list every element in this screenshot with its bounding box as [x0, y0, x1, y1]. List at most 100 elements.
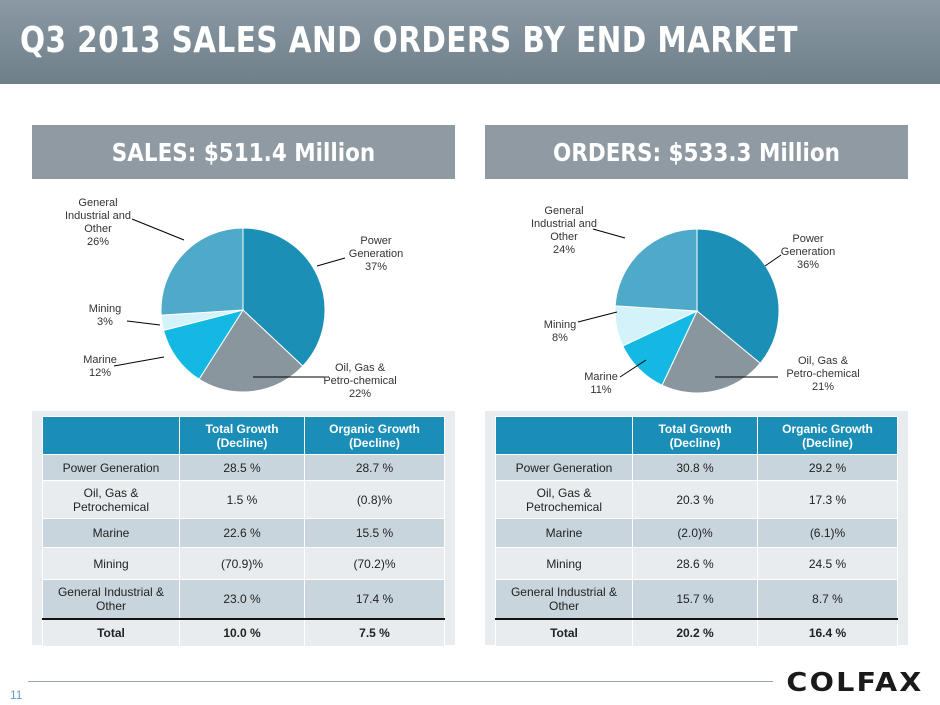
total-growth-cell: (2.0)% — [632, 518, 758, 548]
organic-growth-cell: 16.4 % — [756, 617, 899, 647]
segment-cell: Marine — [495, 518, 633, 548]
total-growth-cell: 28.5 % — [179, 454, 305, 481]
sales-label-marine-line1: Marine — [83, 354, 117, 366]
orders-label-oil-pct: 21% — [812, 381, 834, 393]
orders-leader-mining — [577, 311, 618, 323]
orders-slice-general — [614, 228, 698, 312]
title-bar: Q3 2013 SALES AND ORDERS BY END MARKET — [0, 0, 940, 84]
sales-header-organic: Organic Growth (Decline) — [303, 416, 446, 455]
orders-growth-table: Total Growth (Decline) Organic Growth (D… — [495, 416, 899, 647]
organic-growth-cell: (70.2)% — [303, 547, 446, 580]
page-number: 11 — [10, 688, 23, 702]
sales-slices — [160, 227, 326, 393]
table-row: Mining 28.6 % 24.5 % — [495, 547, 899, 580]
sales-label-marine-pct: 12% — [89, 367, 111, 379]
orders-slice-power — [696, 228, 780, 364]
orders-table-header: Total Growth (Decline) Organic Growth (D… — [495, 416, 899, 455]
total-growth-cell: (70.9)% — [179, 547, 305, 580]
orders-panel-header: ORDERS: $533.3 Million — [485, 125, 908, 179]
orders-title: ORDERS: $533.3 Million — [553, 138, 840, 167]
total-growth-cell: 15.7 % — [632, 579, 758, 619]
colfax-logo: COLFAX — [786, 668, 923, 696]
table-row: Marine 22.6 % 15.5 % — [42, 518, 446, 548]
table-row: Power Generation 30.8 % 29.2 % — [495, 454, 899, 481]
table-row: Marine (2.0)% (6.1)% — [495, 518, 899, 548]
orders-header-blank — [495, 416, 633, 455]
orders-label-power-line1: Power — [792, 233, 824, 245]
sales-pie-chart: Power Generation 37% Oil, Gas & Petro-ch… — [65, 197, 403, 400]
orders-label-oil-line2: Petro-chemical — [786, 368, 859, 380]
orders-label-general-line1: General — [544, 205, 583, 217]
sales-title: SALES: $511.4 Million — [111, 138, 376, 167]
total-growth-cell: 30.8 % — [632, 454, 758, 481]
total-growth-cell: 22.6 % — [179, 518, 305, 548]
organic-growth-cell: 7.5 % — [303, 617, 446, 647]
total-row: Total 20.2 % 16.4 % — [495, 617, 899, 647]
orders-label-oil-line1: Oil, Gas & — [798, 355, 849, 367]
orders-leader-lines — [577, 228, 782, 378]
orders-label-mining-line1: Mining — [544, 319, 576, 331]
sales-slice-oil — [198, 309, 304, 393]
sales-label-mining-pct: 3% — [97, 316, 113, 328]
sales-chart-area: Power Generation 37% Oil, Gas & Petro-ch… — [32, 179, 455, 411]
sales-table-header: Total Growth (Decline) Organic Growth (D… — [42, 416, 446, 455]
total-growth-cell: 23.0 % — [179, 579, 305, 619]
sales-leader-power — [316, 257, 346, 267]
table-row: Power Generation 28.5 % 28.7 % — [42, 454, 446, 481]
table-row: Oil, Gas & Petrochemical 1.5 % (0.8)% — [42, 480, 446, 519]
sales-label-oil-line2: Petro-chemical — [323, 375, 396, 387]
orders-label-general-pct: 24% — [553, 244, 575, 256]
total-growth-cell: 20.3 % — [632, 480, 758, 519]
total-growth-cell: 10.0 % — [179, 617, 305, 647]
organic-growth-cell: 8.7 % — [756, 579, 899, 619]
segment-cell: Oil, Gas & Petrochemical — [495, 480, 633, 519]
table-row: Oil, Gas & Petrochemical 20.3 % 17.3 % — [495, 480, 899, 519]
orders-label-marine-pct: 11% — [590, 384, 611, 396]
orders-leader-general — [592, 228, 626, 239]
sales-label-oil-pct: 22% — [349, 388, 371, 400]
table-row: Mining (70.9)% (70.2)% — [42, 547, 446, 580]
sales-label-oil-line1: Oil, Gas & — [335, 362, 386, 374]
orders-leader-power — [764, 254, 782, 267]
orders-header-total: Total Growth (Decline) — [632, 416, 758, 455]
segment-cell: Power Generation — [42, 454, 180, 481]
orders-label-general-line2: Industrial and — [531, 218, 597, 230]
segment-cell: Oil, Gas & Petrochemical — [42, 480, 180, 519]
segment-cell: General Industrial & Other — [42, 579, 180, 619]
sales-leader-lines — [113, 218, 346, 378]
sales-label-power-pct: 37% — [365, 261, 387, 273]
orders-label-power-line2: Generation — [781, 246, 835, 258]
sales-label-power-line2: Generation — [349, 248, 403, 260]
segment-cell: Power Generation — [495, 454, 633, 481]
orders-label-marine-line1: Marine — [584, 371, 618, 383]
logo-text: COLFAX — [786, 668, 923, 696]
sales-label-general-line3: Other — [84, 223, 112, 235]
sales-leader-marine — [113, 356, 165, 367]
orders-label-power-pct: 36% — [797, 259, 819, 271]
orders-label-mining-pct: 8% — [552, 332, 568, 344]
sales-growth-table: Total Growth (Decline) Organic Growth (D… — [42, 416, 446, 647]
total-row: Total 10.0 % 7.5 % — [42, 617, 446, 647]
sales-label-power-line1: Power — [360, 235, 392, 247]
sales-slice-marine — [162, 309, 245, 380]
orders-leader-marine — [619, 359, 647, 378]
orders-slice-oil — [661, 310, 761, 394]
sales-leader-general — [131, 218, 185, 241]
organic-growth-cell: 24.5 % — [756, 547, 899, 580]
segment-cell: Mining — [495, 547, 633, 580]
total-growth-cell: 28.6 % — [632, 547, 758, 580]
organic-growth-cell: 17.3 % — [756, 480, 899, 519]
organic-growth-cell: (0.8)% — [303, 480, 446, 519]
organic-growth-cell: 17.4 % — [303, 579, 446, 619]
sales-leader-mining — [126, 320, 161, 326]
organic-growth-cell: 28.7 % — [303, 454, 446, 481]
organic-growth-cell: (6.1)% — [756, 518, 899, 548]
sales-label-general-pct: 26% — [87, 236, 109, 248]
total-growth-cell: 1.5 % — [179, 480, 305, 519]
sales-label-general-line1: General — [78, 197, 117, 209]
table-row: General Industrial & Other 15.7 % 8.7 % — [495, 579, 899, 619]
orders-chart-area: Power Generation 36% Oil, Gas & Petro-ch… — [485, 179, 908, 411]
orders-label-general-line3: Other — [550, 231, 578, 243]
orders-slices — [614, 228, 780, 394]
sales-slice-general — [160, 227, 244, 316]
